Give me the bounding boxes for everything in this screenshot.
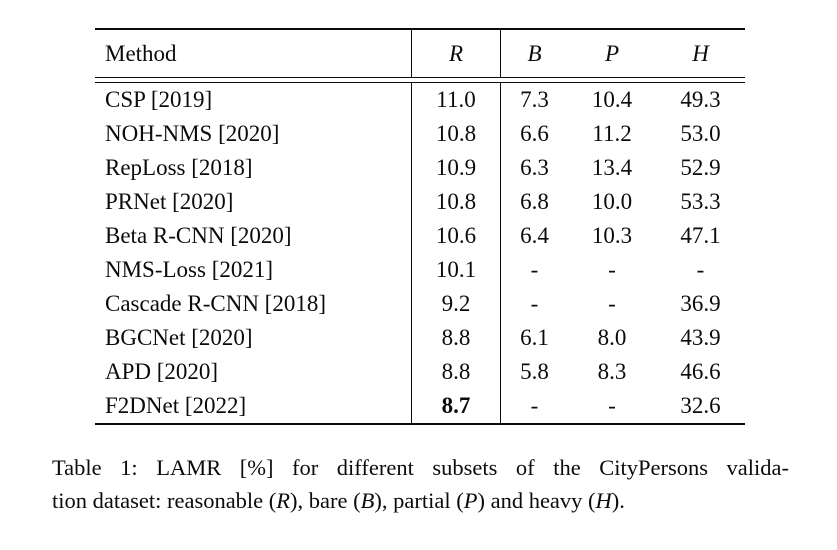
p-cell: 8.0 [597, 325, 627, 350]
table-top-rule [95, 28, 745, 30]
method-cell: F2DNet [2022] [105, 393, 247, 418]
caption-symbol-r: R [276, 488, 291, 513]
column-header-r: R [411, 30, 500, 77]
table-row: RepLoss [2018] 10.9 6.3 13.4 52.9 [95, 151, 745, 185]
h-cell: 53.0 [680, 121, 721, 146]
h-cell: 32.6 [680, 393, 721, 418]
table-row: Beta R-CNN [2020] 10.6 6.4 10.3 47.1 [95, 219, 745, 253]
r-cell: 9.2 [411, 287, 500, 321]
table-row: NMS-Loss [2021] 10.1 - - - [95, 253, 745, 287]
caption-symbol-b: B [360, 488, 375, 513]
table-caption: Table 1: LAMR [%] for different subsets … [52, 451, 789, 517]
r-cell: 10.8 [411, 117, 500, 151]
b-cell: 7.3 [500, 83, 568, 117]
method-cell: APD [2020] [105, 359, 219, 384]
column-header-b: B [500, 30, 568, 77]
b-cell: 6.3 [500, 151, 568, 185]
table-header-row: Method R B P H [95, 30, 745, 77]
table-row: F2DNet [2022] 8.7 - - 32.6 [95, 389, 745, 423]
b-cell: 6.8 [500, 185, 568, 219]
table-row: APD [2020] 8.8 5.8 8.3 46.6 [95, 355, 745, 389]
table-bottom-rule [95, 423, 745, 425]
method-cell: BGCNet [2020] [105, 325, 253, 350]
caption-symbol-p: P [463, 488, 478, 513]
method-cell: Beta R-CNN [2020] [105, 223, 292, 248]
r-cell: 10.6 [411, 219, 500, 253]
caption-text: ), partial ( [374, 488, 464, 513]
caption-symbol-h: H [595, 488, 612, 513]
h-cell: 43.9 [680, 325, 721, 350]
p-cell: 11.2 [592, 121, 632, 146]
table-header-double-rule [95, 77, 745, 83]
h-cell: - [696, 257, 705, 282]
method-cell: CSP [2019] [105, 87, 213, 112]
caption-line-2: tion dataset: reasonable (R), bare (B), … [52, 484, 789, 517]
p-cell: 13.4 [591, 155, 633, 180]
column-header-method: Method [105, 41, 177, 66]
r-cell: 8.8 [411, 355, 500, 389]
h-cell: 46.6 [680, 359, 721, 384]
method-cell: PRNet [2020] [105, 189, 234, 214]
table-row: PRNet [2020] 10.8 6.8 10.0 53.3 [95, 185, 745, 219]
r-cell: 10.1 [411, 253, 500, 287]
caption-text: ). [611, 488, 625, 513]
p-cell: - [608, 257, 616, 282]
b-cell: 6.1 [500, 321, 568, 355]
column-header-h: H [692, 41, 709, 66]
h-cell: 49.3 [680, 87, 721, 112]
column-header-p: P [604, 41, 620, 66]
p-cell: 10.0 [591, 189, 633, 214]
p-cell: - [608, 291, 616, 316]
method-cell: NOH-NMS [2020] [105, 121, 280, 146]
caption-text: tion dataset: reasonable ( [52, 488, 277, 513]
caption-text: ) and heavy ( [477, 488, 596, 513]
results-table: Method R B P H CSP [2019] 11.0 7.3 10.4 … [95, 28, 745, 425]
table-body: CSP [2019] 11.0 7.3 10.4 49.3 NOH-NMS [2… [95, 83, 745, 423]
r-cell-best: 8.7 [411, 389, 500, 423]
h-cell: 47.1 [680, 223, 721, 248]
h-cell: 36.9 [680, 291, 721, 316]
p-cell: 10.3 [591, 223, 633, 248]
b-cell: 6.6 [500, 117, 568, 151]
method-cell: NMS-Loss [2021] [105, 257, 274, 282]
caption-text: ), bare ( [290, 488, 361, 513]
p-cell: - [608, 393, 616, 418]
r-cell: 10.8 [411, 185, 500, 219]
caption-line-1: Table 1: LAMR [%] for different subsets … [52, 455, 789, 480]
p-cell: 8.3 [597, 359, 627, 384]
r-cell: 8.8 [411, 321, 500, 355]
method-cell: Cascade R-CNN [2018] [105, 291, 327, 316]
b-cell: 6.4 [500, 219, 568, 253]
p-cell: 10.4 [591, 87, 633, 112]
r-cell: 10.9 [411, 151, 500, 185]
table-row: Cascade R-CNN [2018] 9.2 - - 36.9 [95, 287, 745, 321]
b-cell: - [500, 253, 568, 287]
method-cell: RepLoss [2018] [105, 155, 253, 180]
table-row: NOH-NMS [2020] 10.8 6.6 11.2 53.0 [95, 117, 745, 151]
b-cell: 5.8 [500, 355, 568, 389]
b-cell: - [500, 287, 568, 321]
h-cell: 53.3 [680, 189, 721, 214]
table-row: CSP [2019] 11.0 7.3 10.4 49.3 [95, 83, 745, 117]
table-row: BGCNet [2020] 8.8 6.1 8.0 43.9 [95, 321, 745, 355]
h-cell: 52.9 [680, 155, 721, 180]
r-cell: 11.0 [411, 83, 500, 117]
b-cell: - [500, 389, 568, 423]
